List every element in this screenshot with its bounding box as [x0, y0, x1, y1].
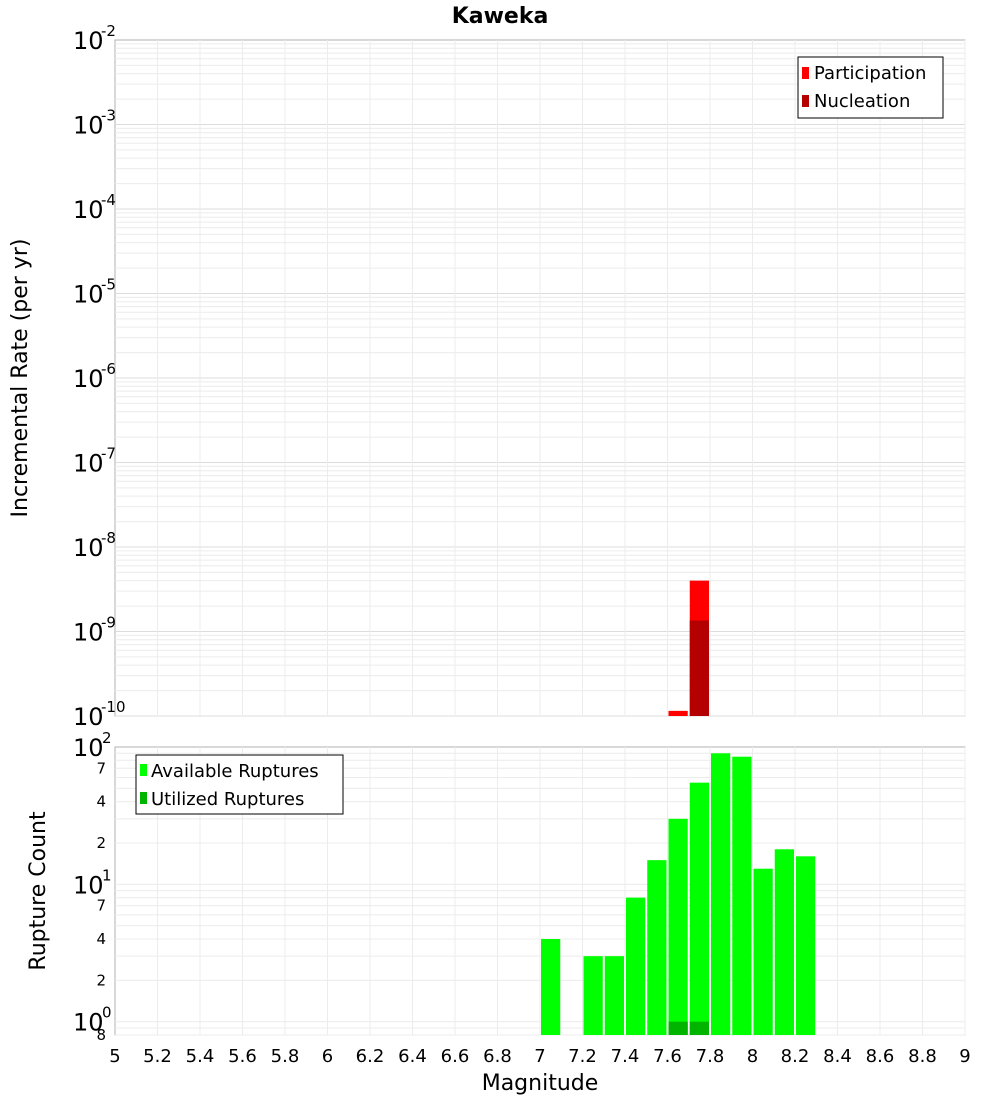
rate-y-axis-label: Incremental Rate (per yr) [8, 239, 33, 518]
x-tick-label: 8.2 [781, 1046, 810, 1067]
available-ruptures-bar [541, 939, 561, 1035]
rate-y-tick-exponent: -3 [101, 107, 116, 125]
rate-y-tick-exponent: -8 [101, 529, 116, 547]
rate-y-ticks: 10-210-310-410-510-610-710-810-910-10 [73, 22, 126, 731]
rate-legend-box [797, 56, 944, 119]
x-tick-label: 5.6 [228, 1046, 257, 1067]
count-y-tick-exponent: 2 [102, 729, 112, 747]
rate-y-tick-exponent: -10 [101, 698, 126, 716]
available-ruptures-bar [732, 756, 752, 1035]
rate-y-tick-label: 10 [73, 196, 104, 224]
rate-y-tick-exponent: -4 [101, 191, 116, 209]
legend-label-available: Available Ruptures [151, 761, 319, 782]
legend-label-participation: Participation [814, 63, 926, 84]
utilized-ruptures-bar [689, 1021, 709, 1035]
available-ruptures-bar [647, 860, 667, 1035]
x-tick-label: 8.6 [866, 1046, 895, 1067]
count-y-tick-label: 2 [96, 971, 106, 989]
count-y-tick-label: 7 [96, 897, 106, 915]
x-tick-label: 7 [534, 1046, 545, 1067]
rate-y-tick-label: 10 [73, 281, 104, 309]
available-ruptures-bar [796, 856, 816, 1035]
legend-label-nucleation: Nucleation [814, 91, 910, 112]
x-tick-label: 6.8 [483, 1046, 512, 1067]
rate-y-tick-exponent: -2 [101, 22, 116, 40]
x-tick-label: 8.8 [908, 1046, 937, 1067]
count-y-tick-label: 10 [73, 1009, 104, 1037]
x-tick-label: 7.6 [653, 1046, 682, 1067]
utilized-ruptures-bar [668, 1021, 688, 1035]
count-bars [541, 753, 816, 1035]
rate-y-tick-exponent: -9 [101, 614, 116, 632]
rate-legend: Participation Nucleation [797, 56, 944, 119]
x-axis-label: Magnitude [482, 1071, 599, 1096]
x-ticks: 5 5.2 5.4 5.6 5.8 6 6.2 6.4 6.6 6.8 7 7.2 7.4 7.6 7.8 8… [109, 1046, 970, 1067]
x-tick-label: 6.4 [398, 1046, 427, 1067]
count-y-tick-label: 10 [73, 734, 104, 762]
rate-y-tick-label: 10 [73, 619, 104, 647]
rate-y-tick-label: 10 [73, 450, 104, 478]
rate-y-tick-label: 10 [73, 534, 104, 562]
legend-swatch-utilized [140, 792, 147, 804]
rate-y-tick-label: 10 [73, 703, 104, 731]
x-tick-label: 7.4 [611, 1046, 640, 1067]
available-ruptures-bar [774, 849, 794, 1035]
count-legend: Available Ruptures Utilized Ruptures [135, 754, 344, 815]
rate-y-tick-exponent: -7 [101, 445, 116, 463]
count-y-tick-exponent: 1 [102, 866, 112, 884]
count-legend-box [135, 754, 344, 815]
available-ruptures-bar [583, 956, 603, 1035]
count-y-axis-label: Rupture Count [26, 811, 51, 971]
x-tick-label: 6 [322, 1046, 333, 1067]
x-tick-label: 8.4 [823, 1046, 852, 1067]
count-y-tick-label: 2 [96, 834, 106, 852]
legend-swatch-nucleation [802, 95, 809, 107]
available-ruptures-bar [604, 956, 624, 1035]
rate-bars [668, 580, 709, 716]
x-tick-label: 5 [109, 1046, 120, 1067]
rate-panel: 10-210-310-410-510-610-710-810-910-10 In… [8, 22, 966, 731]
available-ruptures-bar [753, 868, 773, 1035]
nucleation-bar [689, 620, 709, 716]
legend-swatch-participation [802, 67, 809, 79]
x-tick-label: 5.2 [143, 1046, 172, 1067]
count-y-tick-label: 4 [96, 793, 106, 811]
x-tick-label: 5.4 [186, 1046, 215, 1067]
count-y-tick-exponent: 0 [102, 1004, 112, 1022]
legend-label-utilized: Utilized Ruptures [151, 789, 304, 810]
x-tick-label: 8 [747, 1046, 758, 1067]
available-ruptures-bar [668, 818, 688, 1035]
count-y-tick-label: 10 [73, 871, 104, 899]
chart-title: Kaweka [452, 4, 549, 29]
available-ruptures-bar [711, 753, 731, 1035]
available-ruptures-bar [689, 782, 709, 1035]
rate-y-tick-label: 10 [73, 365, 104, 393]
participation-bar [668, 710, 688, 716]
x-tick-label: 6.2 [356, 1046, 385, 1067]
x-tick-label: 9 [959, 1046, 970, 1067]
rate-y-tick-exponent: -5 [101, 276, 116, 294]
legend-swatch-available [140, 764, 147, 776]
x-tick-label: 7.2 [568, 1046, 597, 1067]
rate-y-tick-exponent: -6 [101, 360, 116, 378]
rate-y-tick-label: 10 [73, 27, 104, 55]
x-tick-label: 5.8 [271, 1046, 300, 1067]
count-y-tick-label: 4 [96, 930, 106, 948]
count-y-tick-label: 7 [96, 759, 106, 777]
available-ruptures-bar [626, 897, 646, 1035]
x-tick-label: 7.8 [696, 1046, 725, 1067]
rate-grid [115, 40, 966, 717]
rate-y-tick-label: 10 [73, 112, 104, 140]
x-tick-label: 6.6 [441, 1046, 470, 1067]
count-y-tick-label: 8 [96, 1026, 106, 1044]
